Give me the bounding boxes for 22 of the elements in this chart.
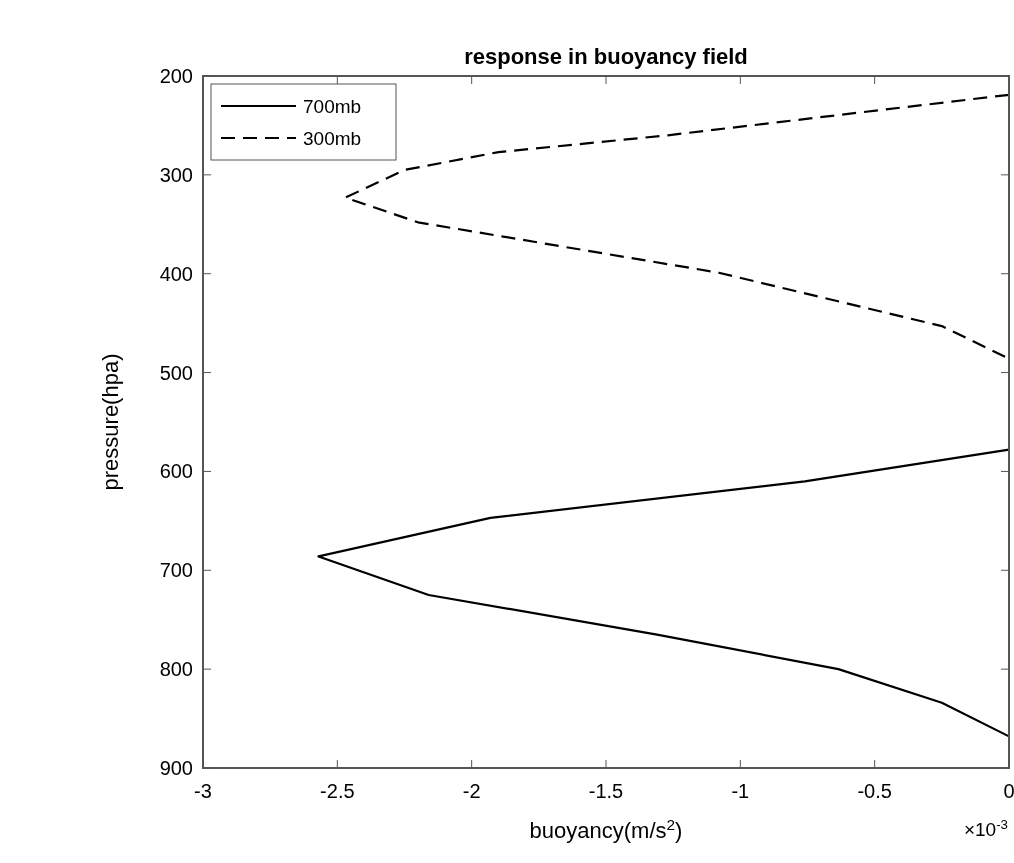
y-tick-label: 500 bbox=[159, 361, 193, 384]
x-tick-label: -2.5 bbox=[320, 780, 355, 802]
y-tick-label: 200 bbox=[159, 65, 193, 87]
x-tick-label: -1.5 bbox=[588, 780, 624, 802]
y-axis-title: pressure(hpa) bbox=[98, 353, 123, 491]
x-tick-label: -2 bbox=[462, 780, 481, 802]
chart-title: response in buoyancy field bbox=[464, 44, 748, 69]
x-tick-label: -3 bbox=[194, 780, 212, 802]
x-axis-title: buoyancy(m/s$^{2}$) bbox=[529, 815, 683, 843]
text: ×10$^{-3}$ bbox=[963, 816, 1008, 840]
y-tick-label: 400 bbox=[159, 262, 193, 285]
line-series bbox=[317, 448, 1011, 738]
y-tick-label: 600 bbox=[159, 460, 193, 483]
y-tick-label: 700 bbox=[159, 559, 193, 582]
y-tick-label: 900 bbox=[159, 757, 193, 779]
legend-label: 700mb bbox=[303, 96, 362, 117]
x-tick-label: 0 bbox=[1003, 780, 1014, 802]
y-tick-label: 300 bbox=[159, 163, 193, 186]
legend-label: 300mb bbox=[303, 128, 362, 149]
x-tick-label: -1 bbox=[731, 780, 750, 802]
x-tick-label: -0.5 bbox=[857, 780, 892, 802]
y-tick-label: 800 bbox=[159, 658, 193, 681]
